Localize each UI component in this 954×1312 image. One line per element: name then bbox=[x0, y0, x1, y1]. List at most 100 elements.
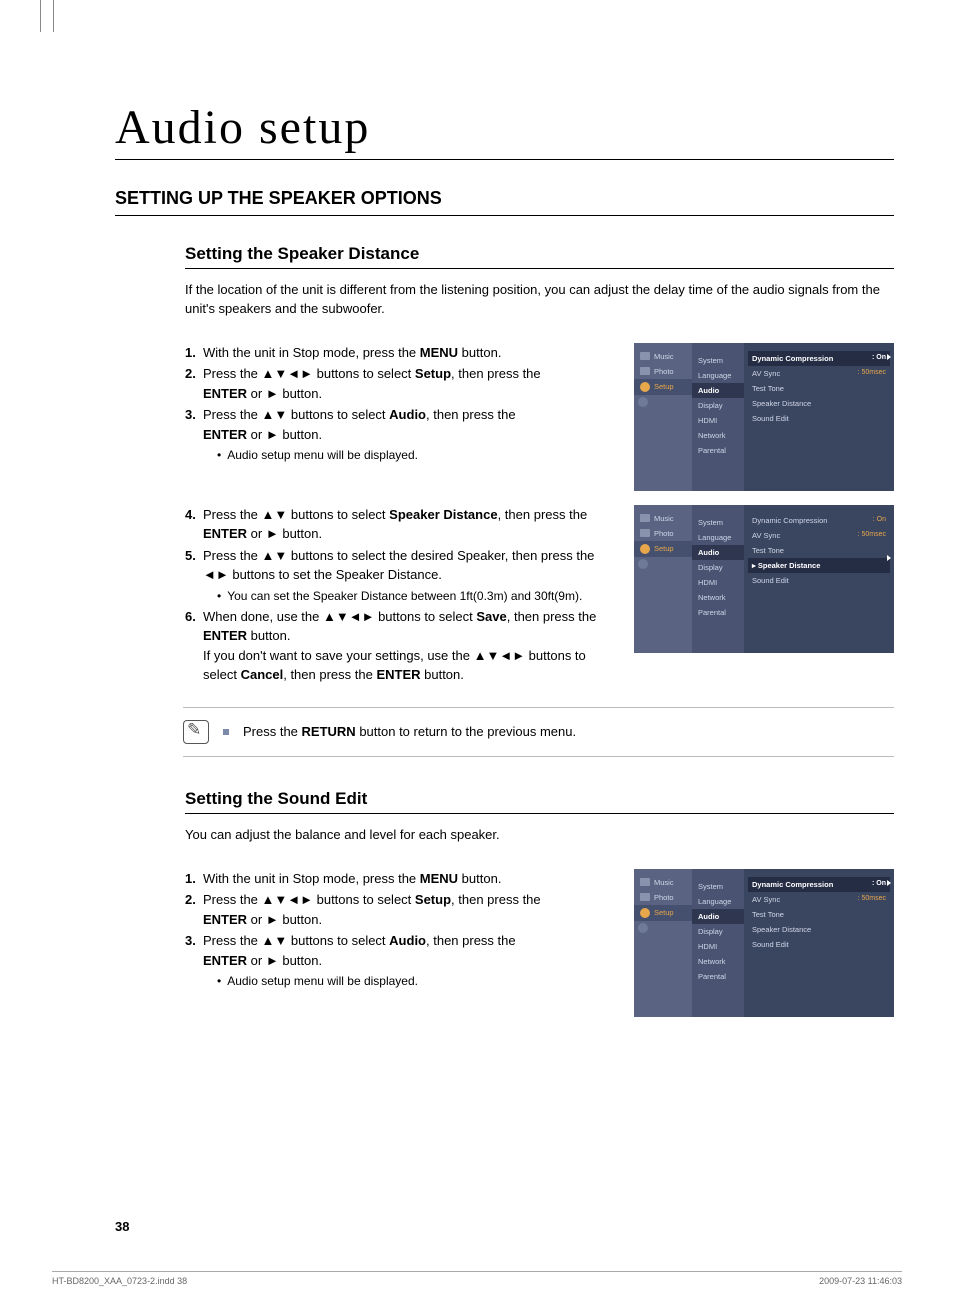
shot-nav-col: Music Photo Setup bbox=[634, 343, 692, 491]
note-icon bbox=[183, 720, 209, 744]
step-row-3: 1. With the unit in Stop mode, press the… bbox=[185, 869, 894, 1017]
step-6: 6. When done, use the ▲▼◄► buttons to se… bbox=[185, 607, 618, 685]
page-number: 38 bbox=[115, 1219, 129, 1234]
step-2: 2. Press the ▲▼◄► buttons to select Setu… bbox=[185, 364, 618, 403]
globe-icon bbox=[638, 559, 648, 569]
intro-text: If the location of the unit is different… bbox=[185, 281, 894, 319]
shot-nav-photo: Photo bbox=[634, 364, 692, 379]
shot-option: Test Tone bbox=[750, 907, 888, 922]
shot-nav-music: Music bbox=[634, 875, 692, 890]
shot-options-col: Dynamic Compression: On AV Sync: 50msec … bbox=[744, 343, 894, 491]
shot-option: ▸ Speaker Distance bbox=[748, 558, 890, 573]
menu-screenshot-audio: Music Photo Setup System Language Audio … bbox=[634, 343, 894, 491]
intro-text: You can adjust the balance and level for… bbox=[185, 826, 894, 845]
menu-screenshot-speaker-distance: Music Photo Setup System Language Audio … bbox=[634, 505, 894, 653]
step-number: 2. bbox=[185, 364, 203, 403]
shot-category-col: System Language Audio Display HDMI Netwo… bbox=[692, 343, 744, 491]
footer-timestamp: 2009-07-23 11:46:03 bbox=[819, 1276, 902, 1286]
footer-filename: HT-BD8200_XAA_0723-2.indd 38 bbox=[52, 1276, 187, 1286]
shot-option: Speaker Distance bbox=[750, 922, 888, 937]
steps-block-1: 1. With the unit in Stop mode, press the… bbox=[185, 343, 618, 467]
menu-screenshot-audio-2: Music Photo Setup System Language Audio … bbox=[634, 869, 894, 1017]
shot-options-col: Dynamic Compression: On AV Sync: 50msec … bbox=[744, 869, 894, 1017]
page-title: Audio setup bbox=[115, 100, 894, 160]
shot-option: Test Tone bbox=[750, 543, 888, 558]
shot-option: Dynamic Compression: On bbox=[750, 513, 888, 528]
shot-option: Dynamic Compression: On bbox=[748, 877, 890, 892]
step-5: 5. Press the ▲▼ buttons to select the de… bbox=[185, 546, 618, 605]
triangle-right-icon bbox=[887, 555, 891, 561]
step-text: With the unit in Stop mode, press the ME… bbox=[203, 343, 618, 363]
step-text: With the unit in Stop mode, press the ME… bbox=[203, 869, 618, 889]
step-number: 1. bbox=[185, 343, 203, 363]
shot-option: Speaker Distance bbox=[750, 396, 888, 411]
shot-options-col: Dynamic Compression: On AV Sync: 50msec … bbox=[744, 505, 894, 653]
step-text: Press the ▲▼◄► buttons to select Setup, … bbox=[203, 890, 618, 929]
section-speaker-distance: Setting the Speaker Distance If the loca… bbox=[185, 244, 894, 1017]
music-icon bbox=[640, 514, 650, 522]
shot-option: AV Sync: 50msec bbox=[750, 366, 888, 381]
globe-icon bbox=[638, 923, 648, 933]
shot-nav-photo: Photo bbox=[634, 890, 692, 905]
music-icon bbox=[640, 878, 650, 886]
subsection-heading: Setting the Sound Edit bbox=[185, 789, 894, 814]
step-4: 4. Press the ▲▼ buttons to select Speake… bbox=[185, 505, 618, 544]
gear-icon bbox=[640, 382, 650, 392]
shot-option: Sound Edit bbox=[750, 411, 888, 426]
footer: HT-BD8200_XAA_0723-2.indd 38 2009-07-23 … bbox=[52, 1271, 902, 1286]
step-3: 3. Press the ▲▼ buttons to select Audio,… bbox=[185, 931, 618, 990]
step-text: Press the ▲▼◄► buttons to select Setup, … bbox=[203, 364, 618, 403]
subsection-heading: Setting the Speaker Distance bbox=[185, 244, 894, 269]
photo-icon bbox=[640, 893, 650, 901]
step-sub-bullet: You can set the Speaker Distance between… bbox=[217, 587, 618, 605]
steps-block-3: 1. With the unit in Stop mode, press the… bbox=[185, 869, 618, 993]
step-row-1: 1. With the unit in Stop mode, press the… bbox=[185, 343, 894, 491]
step-text: Press the ▲▼ buttons to select Audio, th… bbox=[203, 405, 618, 464]
music-icon bbox=[640, 352, 650, 360]
step-text: Press the ▲▼ buttons to select Audio, th… bbox=[203, 931, 618, 990]
shot-nav-music: Music bbox=[634, 349, 692, 364]
shot-option: Sound Edit bbox=[750, 937, 888, 952]
shot-nav-setup: Setup bbox=[634, 379, 692, 395]
step-row-2: 4. Press the ▲▼ buttons to select Speake… bbox=[185, 505, 894, 687]
step-number: 2. bbox=[185, 890, 203, 929]
shot-nav-extra bbox=[634, 397, 692, 407]
shot-nav-setup: Setup bbox=[634, 905, 692, 921]
globe-icon bbox=[638, 397, 648, 407]
shot-nav-col: Music Photo Setup bbox=[634, 505, 692, 653]
note-row: Press the RETURN button to return to the… bbox=[183, 707, 894, 757]
shot-option: Test Tone bbox=[750, 381, 888, 396]
step-2: 2. Press the ▲▼◄► buttons to select Setu… bbox=[185, 890, 618, 929]
step-number: 1. bbox=[185, 869, 203, 889]
step-number: 4. bbox=[185, 505, 203, 544]
shot-nav-extra bbox=[634, 559, 692, 569]
shot-nav-photo: Photo bbox=[634, 526, 692, 541]
shot-category-col: System Language Audio Display HDMI Netwo… bbox=[692, 505, 744, 653]
step-number: 3. bbox=[185, 405, 203, 464]
shot-option: AV Sync: 50msec bbox=[750, 892, 888, 907]
step-number: 3. bbox=[185, 931, 203, 990]
photo-icon bbox=[640, 367, 650, 375]
gear-icon bbox=[640, 544, 650, 554]
step-text: Press the ▲▼ buttons to select Speaker D… bbox=[203, 505, 618, 544]
step-1: 1. With the unit in Stop mode, press the… bbox=[185, 343, 618, 363]
step-text: Press the ▲▼ buttons to select the desir… bbox=[203, 546, 618, 605]
step-number: 6. bbox=[185, 607, 203, 685]
shot-nav-extra bbox=[634, 923, 692, 933]
steps-block-2: 4. Press the ▲▼ buttons to select Speake… bbox=[185, 505, 618, 687]
step-1: 1. With the unit in Stop mode, press the… bbox=[185, 869, 618, 889]
shot-nav-setup: Setup bbox=[634, 541, 692, 557]
step-3: 3. Press the ▲▼ buttons to select Audio,… bbox=[185, 405, 618, 464]
step-number: 5. bbox=[185, 546, 203, 605]
shot-nav-music: Music bbox=[634, 511, 692, 526]
section-heading: SETTING UP THE SPEAKER OPTIONS bbox=[115, 188, 894, 216]
shot-option: AV Sync: 50msec bbox=[750, 528, 888, 543]
gear-icon bbox=[640, 908, 650, 918]
note-bullet-icon bbox=[223, 729, 229, 735]
shot-option: Sound Edit bbox=[750, 573, 888, 588]
shot-category-col: System Language Audio Display HDMI Netwo… bbox=[692, 869, 744, 1017]
triangle-right-icon bbox=[887, 880, 891, 886]
page-tab-notch bbox=[40, 0, 54, 32]
photo-icon bbox=[640, 529, 650, 537]
step-text: When done, use the ▲▼◄► buttons to selec… bbox=[203, 607, 618, 685]
